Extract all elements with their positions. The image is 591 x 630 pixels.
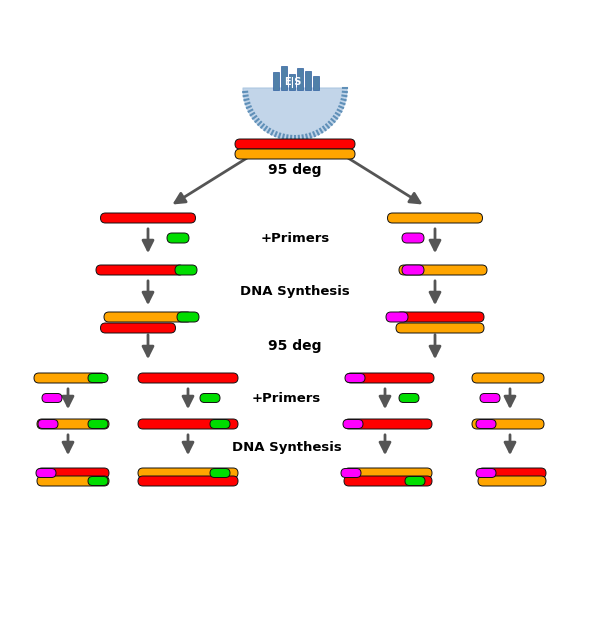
FancyBboxPatch shape (399, 394, 419, 403)
FancyBboxPatch shape (341, 469, 361, 478)
FancyBboxPatch shape (396, 323, 484, 333)
FancyBboxPatch shape (405, 476, 425, 486)
FancyBboxPatch shape (175, 265, 197, 275)
Text: 95 deg: 95 deg (268, 339, 322, 353)
FancyBboxPatch shape (138, 373, 238, 383)
FancyBboxPatch shape (100, 323, 176, 333)
FancyBboxPatch shape (344, 468, 432, 478)
FancyBboxPatch shape (37, 468, 109, 478)
FancyBboxPatch shape (96, 265, 184, 275)
FancyBboxPatch shape (480, 394, 500, 403)
FancyBboxPatch shape (472, 419, 544, 429)
FancyBboxPatch shape (100, 213, 196, 223)
Text: DNA Synthesis: DNA Synthesis (232, 442, 342, 454)
FancyBboxPatch shape (399, 265, 487, 275)
FancyBboxPatch shape (38, 420, 58, 428)
FancyBboxPatch shape (88, 374, 108, 382)
FancyBboxPatch shape (138, 476, 238, 486)
FancyBboxPatch shape (343, 420, 363, 428)
FancyBboxPatch shape (402, 233, 424, 243)
FancyBboxPatch shape (297, 68, 303, 90)
Text: +Primers: +Primers (252, 391, 321, 404)
FancyBboxPatch shape (289, 74, 295, 90)
FancyBboxPatch shape (476, 469, 496, 478)
FancyBboxPatch shape (346, 373, 434, 383)
FancyBboxPatch shape (396, 312, 484, 322)
FancyBboxPatch shape (42, 394, 62, 403)
FancyBboxPatch shape (88, 420, 108, 428)
FancyBboxPatch shape (37, 419, 109, 429)
FancyBboxPatch shape (344, 476, 432, 486)
FancyBboxPatch shape (138, 419, 238, 429)
Text: DNA Synthesis: DNA Synthesis (240, 285, 350, 299)
FancyBboxPatch shape (281, 66, 287, 90)
FancyBboxPatch shape (200, 394, 220, 403)
FancyBboxPatch shape (402, 265, 424, 275)
FancyBboxPatch shape (344, 419, 432, 429)
FancyBboxPatch shape (313, 76, 319, 90)
FancyBboxPatch shape (167, 233, 189, 243)
FancyBboxPatch shape (235, 149, 355, 159)
FancyBboxPatch shape (210, 469, 230, 478)
FancyBboxPatch shape (386, 312, 408, 322)
FancyBboxPatch shape (305, 71, 311, 90)
FancyBboxPatch shape (36, 469, 56, 478)
FancyBboxPatch shape (88, 476, 108, 486)
Text: +Primers: +Primers (261, 231, 330, 244)
Polygon shape (243, 88, 347, 140)
Text: 95 deg: 95 deg (268, 163, 322, 177)
Text: E|S: E|S (284, 77, 301, 88)
FancyBboxPatch shape (388, 213, 482, 223)
FancyBboxPatch shape (104, 312, 192, 322)
FancyBboxPatch shape (210, 420, 230, 428)
FancyBboxPatch shape (138, 468, 238, 478)
FancyBboxPatch shape (34, 373, 106, 383)
FancyBboxPatch shape (177, 312, 199, 322)
FancyBboxPatch shape (37, 476, 109, 486)
FancyBboxPatch shape (235, 139, 355, 149)
FancyBboxPatch shape (478, 468, 546, 478)
FancyBboxPatch shape (472, 373, 544, 383)
FancyBboxPatch shape (345, 374, 365, 382)
FancyBboxPatch shape (478, 476, 546, 486)
FancyBboxPatch shape (273, 72, 279, 90)
FancyBboxPatch shape (476, 420, 496, 428)
